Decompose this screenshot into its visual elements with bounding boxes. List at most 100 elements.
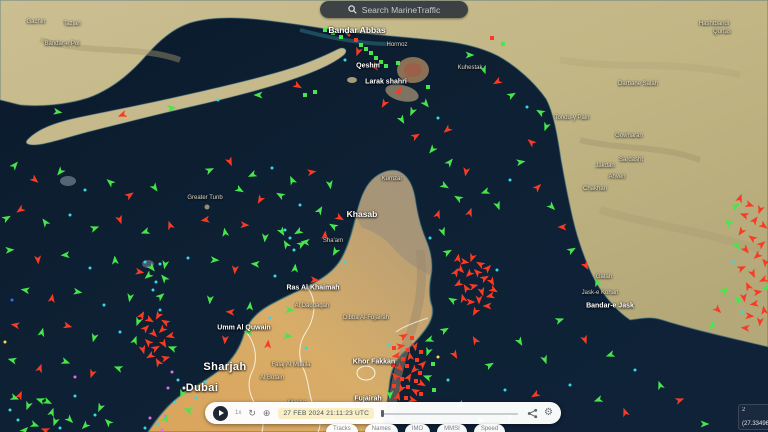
vessel-marker[interactable] — [8, 408, 12, 412]
playback-speed-label[interactable]: 1x — [235, 410, 242, 416]
vessel-marker[interactable] — [401, 357, 405, 361]
vessel-marker[interactable] — [285, 306, 295, 314]
vessel-marker[interactable] — [117, 110, 128, 120]
vessel-marker[interactable] — [463, 268, 474, 279]
vessel-marker[interactable] — [732, 240, 743, 251]
vessel-marker[interactable] — [394, 362, 405, 373]
vessel-marker[interactable] — [379, 60, 383, 64]
vessel-marker[interactable] — [722, 216, 733, 227]
vessel-marker[interactable] — [61, 357, 72, 367]
vessel-marker[interactable] — [483, 303, 492, 310]
vessel-marker[interactable] — [148, 416, 152, 420]
vessel-marker[interactable] — [469, 281, 480, 290]
vessel-marker[interactable] — [304, 346, 308, 350]
vessel-marker[interactable] — [743, 280, 753, 291]
timeline-slider[interactable] — [381, 408, 519, 418]
vessel-marker[interactable] — [313, 90, 317, 94]
vessel-marker[interactable] — [7, 355, 18, 364]
vessel-marker[interactable] — [387, 391, 394, 400]
vessel-marker[interactable] — [736, 263, 747, 273]
vessel-marker[interactable] — [148, 328, 159, 339]
datetime-chip[interactable]: 27 FEB 2024 21:11:23 UTC — [278, 407, 375, 419]
vessel-marker[interactable] — [400, 377, 404, 381]
vessel-marker[interactable] — [426, 144, 437, 155]
vessel-marker[interactable] — [493, 201, 503, 212]
vessel-marker[interactable] — [160, 428, 164, 432]
vessel-marker[interactable] — [423, 347, 433, 358]
vessel-marker[interactable] — [495, 268, 499, 272]
vessel-marker[interactable] — [439, 325, 450, 336]
vessel-marker[interactable] — [491, 77, 502, 88]
vessel-marker[interactable] — [140, 322, 151, 333]
vessel-marker[interactable] — [424, 335, 435, 345]
vessel-marker[interactable] — [392, 384, 396, 388]
play-button[interactable] — [213, 405, 228, 421]
vessel-marker[interactable] — [40, 216, 51, 227]
vessel-marker[interactable] — [35, 395, 46, 405]
vessel-marker[interactable] — [167, 343, 178, 353]
filter-chip-speed[interactable]: Speed — [473, 424, 506, 432]
vessel-marker[interactable] — [240, 221, 250, 229]
vessel-marker[interactable] — [675, 395, 686, 405]
vessel-marker[interactable] — [23, 401, 33, 412]
vessel-marker[interactable] — [446, 295, 457, 306]
vessel-marker[interactable] — [158, 262, 162, 266]
vessel-marker[interactable] — [60, 251, 70, 259]
vessel-marker[interactable] — [281, 238, 292, 249]
vessel-marker[interactable] — [73, 375, 77, 379]
vessel-marker[interactable] — [580, 335, 590, 346]
vessel-marker[interactable] — [176, 378, 180, 382]
vessel-marker[interactable] — [454, 253, 462, 263]
vessel-marker[interactable] — [593, 395, 604, 405]
vessel-marker[interactable] — [397, 114, 408, 125]
vessel-marker[interactable] — [143, 426, 147, 430]
vessel-marker[interactable] — [183, 405, 194, 415]
vessel-marker[interactable] — [35, 363, 45, 374]
vessel-marker[interactable] — [225, 156, 235, 167]
vessel-marker[interactable] — [153, 356, 164, 367]
vessel-marker[interactable] — [501, 42, 505, 46]
vessel-marker[interactable] — [701, 421, 710, 428]
vessel-marker[interactable] — [508, 178, 512, 182]
vessel-marker[interactable] — [419, 350, 423, 354]
vessel-marker[interactable] — [488, 285, 499, 296]
vessel-marker[interactable] — [442, 247, 453, 258]
vessel-marker[interactable] — [292, 227, 303, 238]
vessel-marker[interactable] — [326, 180, 334, 190]
vessel-marker[interactable] — [756, 238, 767, 249]
vessel-marker[interactable] — [137, 309, 148, 320]
vessel-marker[interactable] — [506, 90, 517, 101]
vessel-marker[interactable] — [331, 31, 335, 35]
vessel-marker[interactable] — [292, 81, 303, 92]
vessel-marker[interactable] — [525, 136, 536, 147]
vessel-marker[interactable] — [250, 260, 260, 268]
vessel-marker[interactable] — [334, 213, 345, 224]
vessel-marker[interactable] — [431, 362, 435, 366]
vessel-marker[interactable] — [719, 284, 730, 295]
vessel-marker[interactable] — [287, 174, 297, 185]
vessel-marker[interactable] — [19, 424, 30, 432]
vessel-marker[interactable] — [48, 293, 56, 303]
vessel-marker[interactable] — [558, 224, 567, 231]
vessel-marker[interactable] — [410, 131, 421, 142]
vessel-marker[interactable] — [194, 396, 198, 400]
vessel-marker[interactable] — [327, 221, 338, 232]
vessel-marker[interactable] — [740, 310, 744, 314]
vessel-marker[interactable] — [757, 275, 768, 285]
vessel-marker[interactable] — [534, 107, 545, 118]
vessel-marker[interactable] — [3, 340, 7, 344]
vessel-marker[interactable] — [155, 290, 166, 301]
vessel-marker[interactable] — [102, 416, 113, 427]
vessel-marker[interactable] — [410, 336, 414, 340]
vessel-marker[interactable] — [161, 353, 172, 362]
vessel-marker[interactable] — [515, 336, 526, 347]
vessel-marker[interactable] — [749, 300, 759, 308]
vessel-marker[interactable] — [396, 61, 400, 65]
vessel-marker[interactable] — [142, 336, 153, 347]
search-bar[interactable]: Search MarineTraffic — [320, 1, 468, 18]
gear-icon[interactable]: ⚙ — [544, 407, 553, 418]
vessel-marker[interactable] — [216, 98, 220, 102]
vessel-marker[interactable] — [133, 317, 143, 328]
vessel-marker[interactable] — [204, 165, 215, 175]
